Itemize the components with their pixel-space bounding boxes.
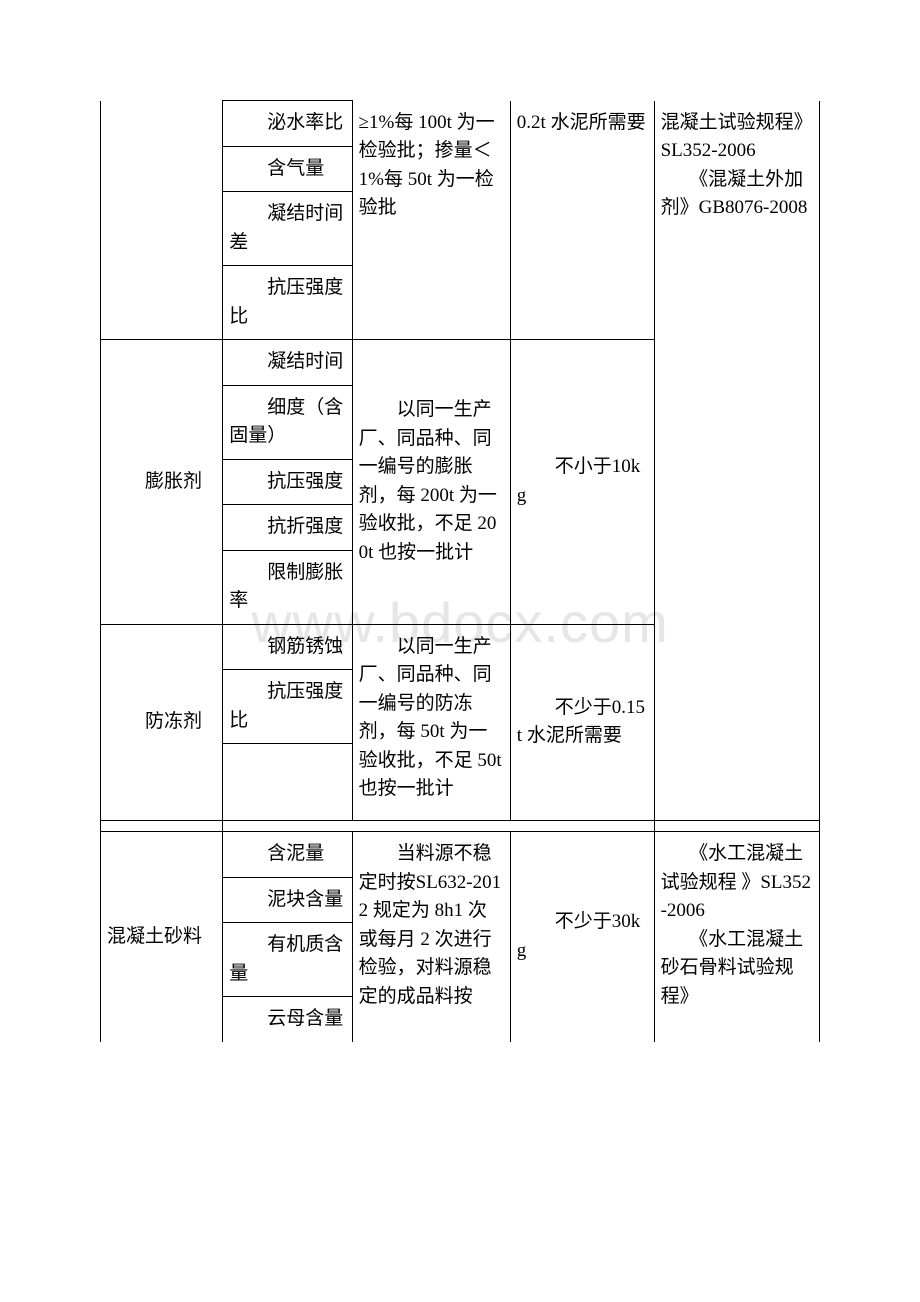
spec-table: 泌水率比 ≥1%每 100t 为一检验批；掺量＜1%每 50t 为一检验批 0.…	[100, 100, 820, 1042]
s4-item-0: 含泥量	[223, 832, 352, 878]
sep-col5	[654, 821, 819, 832]
s2-item-3: 抗折强度	[223, 505, 352, 551]
s1-col1	[101, 101, 223, 340]
s1-item-0: 泌水率比	[223, 101, 352, 147]
s2-freq: 以同一生产厂、同品种、同一编号的膨胀剂，每 200t 为一验收批，不足 200t…	[352, 340, 510, 625]
s3-item-0: 钢筋锈蚀	[223, 624, 352, 670]
s1-item-3: 抗压强度比	[223, 266, 352, 340]
sep-mid	[223, 821, 654, 832]
s2-item-1: 细度（含固量）	[223, 385, 352, 459]
s2-sample: 不小于10kg	[510, 340, 654, 625]
s3-item-1: 抗压强度比	[223, 670, 352, 744]
s3-item-2	[223, 744, 352, 821]
s4-sample: 不少于30kg	[510, 832, 654, 1042]
s1-sample: 0.2t 水泥所需要	[510, 101, 654, 340]
s1-freq: ≥1%每 100t 为一检验批；掺量＜1%每 50t 为一检验批	[352, 101, 510, 340]
sep-col1	[101, 821, 223, 832]
s3-freq: 以同一生产厂、同品种、同一编号的防冻剂，每 50t 为一验收批，不足 50t 也…	[352, 624, 510, 821]
s4-freq: 当料源不稳定时按SL632-2012 规定为 8h1 次或每月 2 次进行检验，…	[352, 832, 510, 1042]
s3-std	[654, 624, 819, 821]
s1-item-1: 含气量	[223, 146, 352, 192]
s2-col1: 膨胀剂	[101, 340, 223, 625]
s4-std: 《水工混凝土试验规程 》SL352-2006 《水工混凝土砂石骨料试验规程》	[654, 832, 819, 1042]
s4-col1: 混凝土砂料	[101, 832, 223, 1042]
s4-item-3: 云母含量	[223, 997, 352, 1042]
s1-std: 混凝土试验规程》SL352-2006 《混凝土外加剂》GB8076-2008	[654, 101, 819, 340]
s4-item-2: 有机质含量	[223, 923, 352, 997]
s3-col1: 防冻剂	[101, 624, 223, 821]
s2-item-0: 凝结时间	[223, 340, 352, 386]
s4-item-1: 泥块含量	[223, 877, 352, 923]
s2-item-4: 限制膨胀率	[223, 550, 352, 624]
s2-item-2: 抗压强度	[223, 459, 352, 505]
s2-std	[654, 340, 819, 625]
s1-item-2: 凝结时间差	[223, 192, 352, 266]
s3-sample: 不少于0.15t 水泥所需要	[510, 624, 654, 821]
